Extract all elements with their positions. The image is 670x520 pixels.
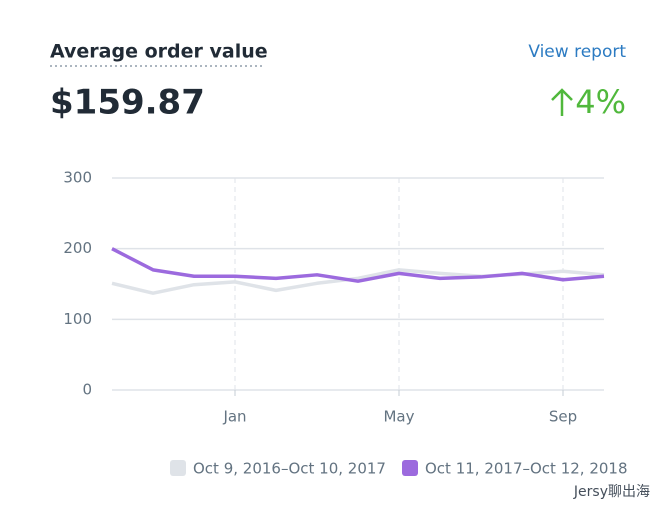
view-report-link[interactable]: View report — [528, 42, 626, 62]
x-tick-label: Sep — [549, 408, 577, 426]
legend-swatch — [402, 460, 418, 476]
metric-value: $159.87 — [50, 83, 205, 123]
x-tick-label: Jan — [222, 408, 246, 426]
y-tick-label: 200 — [63, 239, 92, 257]
legend-label: Oct 9, 2016–Oct 10, 2017 — [193, 460, 386, 478]
change-arrow — [551, 88, 573, 116]
y-tick-label: 0 — [82, 381, 92, 399]
change-value: 4% — [575, 83, 626, 121]
card-title: Average order value — [50, 41, 268, 63]
legend-swatch — [170, 460, 186, 476]
x-tick-label: May — [383, 408, 414, 426]
y-tick-label: 100 — [63, 310, 92, 328]
series-line — [111, 247, 605, 283]
legend-label: Oct 11, 2017–Oct 12, 2018 — [425, 460, 628, 478]
watermark: Jersy聊出海 — [573, 484, 650, 500]
y-tick-label: 300 — [63, 169, 92, 187]
